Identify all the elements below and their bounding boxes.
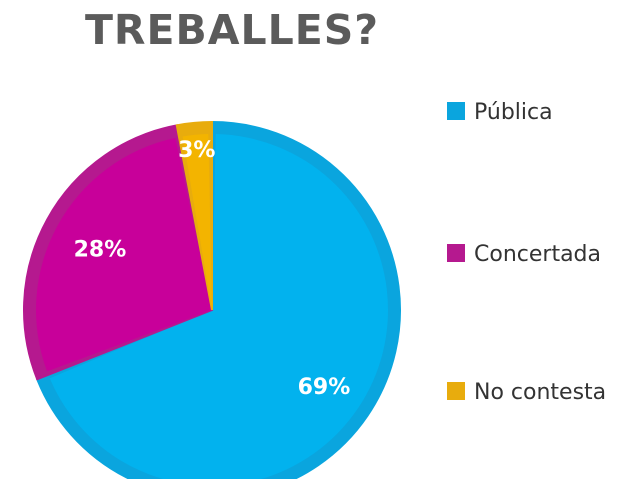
legend-swatch — [447, 102, 465, 120]
pie-slice-inner-no-contesta — [182, 134, 212, 310]
legend-label: Pública — [474, 100, 553, 125]
slice-value-label: 3% — [178, 138, 215, 163]
legend: Pública Concertada No contesta — [447, 100, 606, 405]
legend-label: No contesta — [474, 380, 606, 405]
chart-title: TREBALLES? — [84, 6, 380, 54]
legend-swatch — [447, 244, 465, 262]
pie-slices — [23, 120, 401, 479]
pie-slice-inner-concertada — [36, 137, 212, 372]
slice-value-label: 69% — [298, 375, 351, 400]
legend-swatch — [447, 382, 465, 400]
slice-value-label: 28% — [74, 237, 127, 262]
legend-label: Concertada — [474, 242, 601, 267]
pie-slice-inner-p-blica — [49, 134, 388, 479]
pie-slice-labels: 69% 28% 3% — [74, 138, 351, 400]
